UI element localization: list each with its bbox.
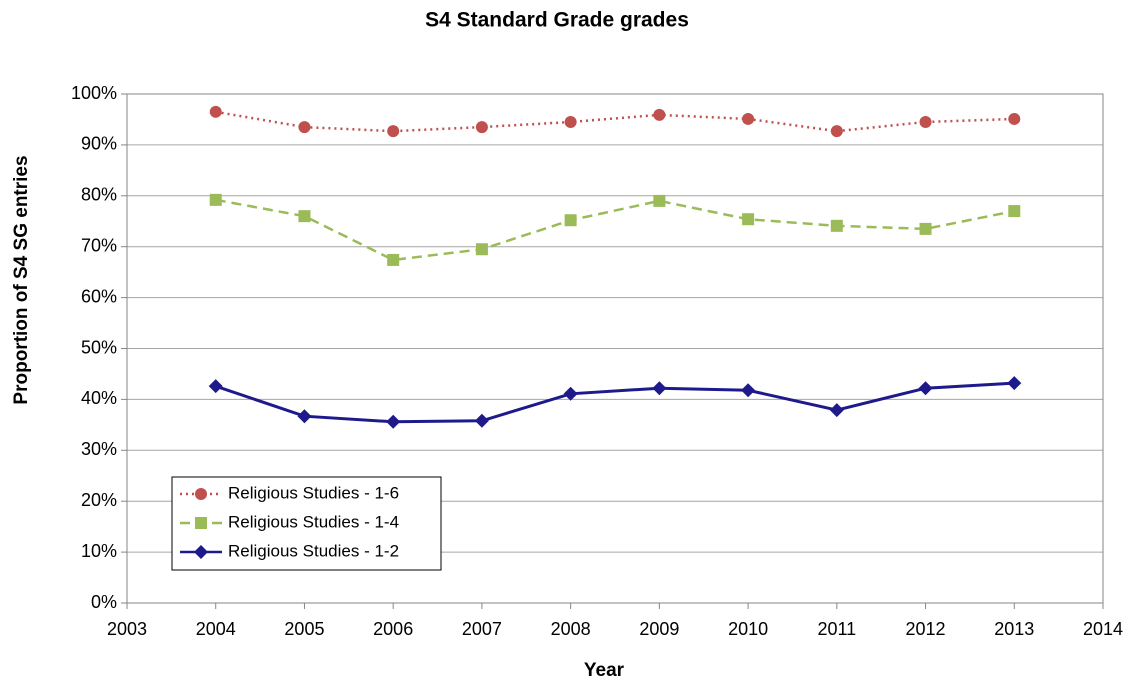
point	[387, 253, 400, 266]
point	[474, 413, 489, 428]
point	[653, 108, 666, 121]
y-tick-label: 90%	[81, 134, 117, 154]
x-tick-label: 2008	[551, 619, 591, 639]
legend-label: Religious Studies - 1-2	[228, 541, 399, 560]
series-line	[215, 198, 1015, 262]
x-tick-label: 2004	[196, 619, 236, 639]
legend: Religious Studies - 1-6 Religious Studies…	[171, 476, 442, 571]
point	[919, 222, 932, 235]
x-tick-label: 2003	[107, 619, 147, 639]
point	[564, 115, 577, 128]
point	[297, 409, 312, 424]
x-tick-label: 2011	[817, 619, 856, 639]
point	[742, 213, 755, 226]
point	[298, 121, 311, 134]
point	[1008, 112, 1021, 125]
x-tick-label: 2009	[639, 619, 679, 639]
chart-title: S4 Standard Grade grades	[425, 9, 689, 32]
point	[741, 383, 756, 398]
y-tick-label: 10%	[81, 541, 117, 561]
y-tick-label: 0%	[91, 592, 117, 612]
y-tick-label: 70%	[81, 235, 117, 255]
y-axis-label: Proportion of S4 SG entries	[11, 155, 32, 404]
point	[209, 193, 222, 206]
x-tick-label: 2010	[728, 619, 768, 639]
point	[829, 403, 844, 418]
point	[209, 105, 222, 118]
y-tick-label: 100%	[71, 83, 117, 103]
point	[475, 243, 488, 256]
x-tick-label: 2007	[462, 619, 502, 639]
legend-label: Religious Studies - 1-4	[228, 512, 399, 531]
x-tick-label: 2006	[373, 619, 413, 639]
series-line	[215, 381, 1015, 424]
point	[742, 112, 755, 125]
point	[918, 381, 933, 396]
y-tick-label: 80%	[81, 185, 117, 205]
plot-border	[126, 93, 1104, 604]
point	[1008, 205, 1021, 218]
point	[1007, 376, 1022, 391]
point	[386, 414, 401, 429]
legend-marker	[194, 545, 208, 559]
y-tick-label: 60%	[81, 286, 117, 306]
y-tick-label: 20%	[81, 490, 117, 510]
series-line	[215, 110, 1015, 133]
y-tick-label: 50%	[81, 337, 117, 357]
point	[830, 125, 843, 138]
point	[563, 386, 578, 401]
point	[830, 219, 843, 232]
point	[652, 381, 667, 396]
legend-marker	[195, 488, 207, 500]
legend-marker	[195, 517, 207, 529]
point	[298, 210, 311, 223]
point	[653, 194, 666, 207]
x-axis-label: Year	[584, 660, 625, 681]
point	[475, 121, 488, 134]
legend-label: Religious Studies - 1-6	[228, 483, 399, 502]
x-tick-label: 2012	[906, 619, 946, 639]
point	[919, 115, 932, 128]
y-tick-label: 40%	[81, 388, 117, 408]
point	[564, 214, 577, 227]
x-tick-label: 2014	[1083, 619, 1123, 639]
x-tick-label: 2005	[284, 619, 324, 639]
legend-box	[171, 476, 442, 571]
x-tick-label: 2013	[994, 619, 1034, 639]
y-tick-label: 30%	[81, 439, 117, 459]
point	[387, 125, 400, 138]
point	[208, 379, 223, 394]
